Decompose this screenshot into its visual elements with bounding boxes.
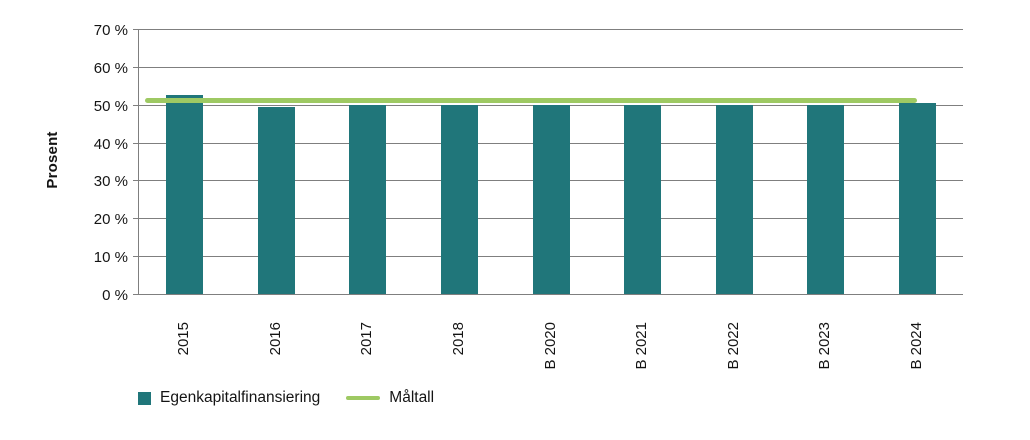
plot-area (138, 29, 963, 295)
y-tick-mark (133, 218, 138, 219)
y-tick-label: 20 % (93, 211, 128, 229)
x-tick-label: B 2020 (541, 322, 559, 370)
bar-b-2022 (715, 104, 753, 294)
x-tick-label: 2015 (175, 322, 193, 356)
gridline (139, 66, 963, 68)
bar-2015 (166, 95, 204, 294)
y-tick-label: 70 % (93, 22, 128, 39)
y-tick-label: 60 % (93, 59, 128, 77)
y-tick-mark (133, 29, 138, 30)
y-tick-label: 10 % (93, 249, 128, 267)
x-tick-label: B 2023 (816, 322, 834, 370)
bar-b-2023 (807, 104, 845, 294)
bar-2016 (257, 106, 295, 294)
bar-b-2024 (898, 102, 936, 294)
target-line (145, 98, 918, 104)
y-tick-label: 30 % (93, 173, 128, 191)
y-tick-label: 40 % (93, 135, 128, 153)
bar-2017 (349, 104, 387, 294)
legend-target-line-swatch-icon (346, 396, 381, 400)
y-tick-mark (133, 256, 138, 257)
x-tick-label: B 2024 (907, 322, 925, 370)
bar-b-2020 (532, 104, 570, 294)
y-tick-mark (133, 67, 138, 68)
legend: Egenkapitalfinansiering Måltall (138, 389, 434, 407)
y-tick-mark (133, 143, 138, 144)
x-tick-label: B 2021 (633, 322, 651, 370)
y-tick-mark (133, 180, 138, 181)
y-tick-label: 0 % (102, 287, 128, 304)
legend-item-target: Måltall (346, 389, 434, 407)
y-tick-label: 50 % (93, 97, 128, 115)
y-axis-title: Prosent (43, 131, 61, 189)
legend-bar-label: Egenkapitalfinansiering (160, 389, 321, 406)
x-tick-label: 2018 (449, 322, 467, 356)
bar-2018 (440, 104, 478, 294)
y-tick-mark (133, 294, 138, 295)
bar-b-2021 (624, 104, 662, 294)
x-tick-label: B 2022 (724, 322, 742, 370)
gridline (139, 29, 963, 30)
legend-bar-swatch-icon (138, 391, 151, 405)
legend-item-bars: Egenkapitalfinansiering (138, 389, 320, 407)
y-tick-mark (133, 105, 138, 106)
x-tick-label: 2016 (266, 322, 284, 356)
legend-target-label: Måltall (389, 389, 435, 406)
x-tick-label: 2017 (358, 322, 376, 356)
